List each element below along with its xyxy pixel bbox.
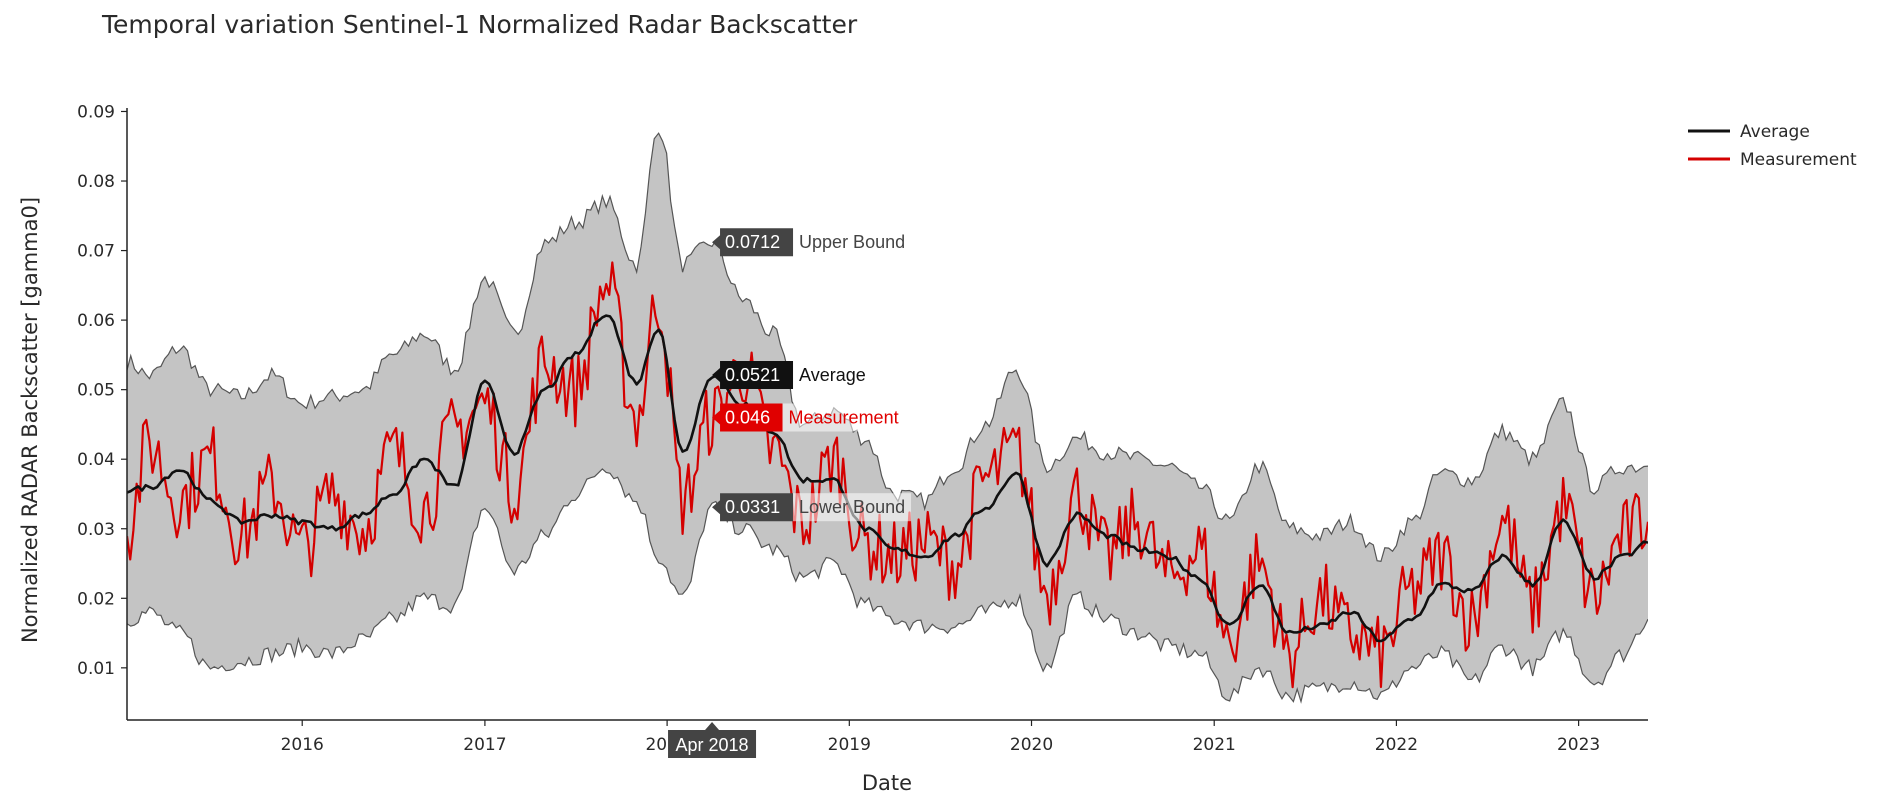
y-tick-label: 0.05 [77,381,115,401]
tooltip-lower-bound-box [712,493,794,522]
x-axis-title: Date [862,771,912,795]
plot-area[interactable] [127,132,1648,704]
tooltip-average-value: 0.0521 [725,365,780,385]
tooltip-upper-bound-box [712,228,794,257]
tooltip-lower-bound-label: Lower Bound [799,497,905,517]
tooltip-lower-bound: 0.0331 Lower Bound [712,493,912,522]
x-tick-label: 2021 [1193,735,1236,755]
x-tick-label: 2020 [1010,735,1053,755]
tooltip-upper-bound: 0.0712 Upper Bound [712,228,905,257]
tooltip-upper-bound-value: 0.0712 [725,232,780,252]
x-axis: 2016 2017 2018 2019 2020 2021 2022 2023 [127,719,1648,755]
y-axis-title: Normalized RADAR Backscatter [gamma0] [18,197,42,643]
tooltip-measurement: 0.046 Measurement [712,403,901,432]
hover-tooltips: 0.0712 Upper Bound 0.0521 Average 0.046 Measu… [668,228,912,758]
legend-item-average[interactable]: Average [1688,122,1810,142]
tooltip-measurement-box [712,403,783,432]
tooltip-date-box [668,722,757,758]
tooltip-lower-bound-label-bg [793,493,912,522]
tooltip-date: Apr 2018 [668,722,757,758]
tooltip-average-label: Average [799,365,866,385]
tooltip-upper-bound-label: Upper Bound [799,232,905,252]
average-series-line[interactable] [127,314,1648,643]
x-tick-label: 2016 [281,735,324,755]
lower-bound-line[interactable] [127,468,1648,704]
y-tick-label: 0.04 [77,450,115,470]
tooltip-average-label-bg [793,361,872,390]
tooltip-average: 0.0521 Average [712,361,872,390]
tooltip-measurement-value: 0.046 [725,407,770,427]
legend-label: Average [1740,122,1810,142]
legend[interactable]: Average Measurement [1688,122,1857,170]
measurement-series-line[interactable] [127,261,1648,689]
tooltip-average-box [712,361,794,390]
y-tick-label: 0.02 [77,589,115,609]
y-tick-label: 0.09 [77,102,115,122]
legend-item-measurement[interactable]: Measurement [1688,150,1857,170]
tooltip-date-label: Apr 2018 [676,735,749,755]
tooltip-measurement-label: Measurement [789,407,899,427]
bounds-band[interactable] [127,133,1648,702]
x-tick-label: 2017 [463,735,506,755]
y-tick-label: 0.07 [77,242,115,262]
y-tick-label: 0.01 [77,659,115,679]
x-tick-label: 2019 [828,735,871,755]
y-tick-label: 0.06 [77,311,115,331]
x-tick-label: 2022 [1375,735,1418,755]
y-tick-label: 0.03 [77,520,115,540]
tooltip-lower-bound-value: 0.0331 [725,497,780,517]
x-tick-label: 2023 [1557,735,1600,755]
upper-bound-line[interactable] [127,132,1648,563]
chart-title: Temporal variation Sentinel-1 Normalized… [101,10,858,39]
y-tick-label: 0.08 [77,172,115,192]
legend-label: Measurement [1740,150,1857,170]
tooltip-measurement-label-bg [782,403,901,432]
y-axis: 0.01 0.02 0.03 0.04 0.05 0.06 0.07 0.08 0.09 [77,102,128,720]
